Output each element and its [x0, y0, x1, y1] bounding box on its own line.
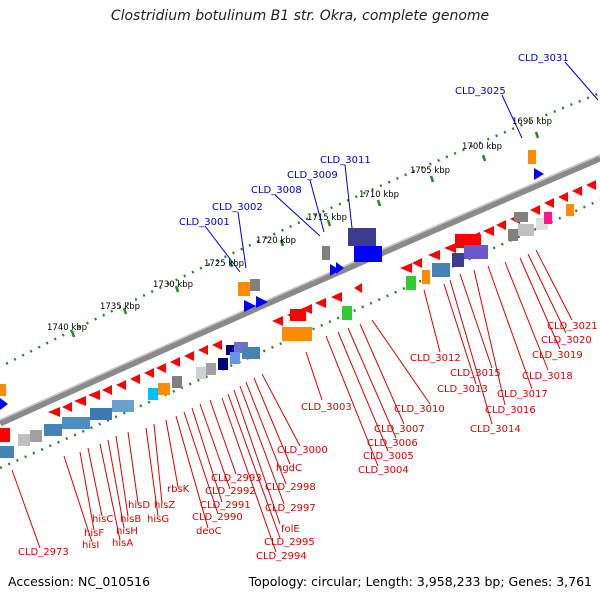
gene-label-bottom[interactable]: hisH: [116, 526, 138, 537]
gene-label-top[interactable]: CLD_3001: [179, 217, 230, 228]
gene-label-bottom[interactable]: CLD_3006: [367, 438, 418, 449]
gene-label-bottom[interactable]: CLD_3016: [485, 405, 536, 416]
gene-label-bottom[interactable]: CLD_3004: [358, 465, 409, 476]
topology-text: Topology: circular; Length: 3,958,233 bp…: [248, 574, 592, 589]
gene-label-bottom[interactable]: CLD_3021: [547, 321, 598, 332]
gene-label-bottom[interactable]: hisF: [84, 528, 104, 539]
gene-label-bottom[interactable]: CLD_3003: [301, 402, 352, 413]
gene-label-bottom[interactable]: CLD_3019: [532, 350, 583, 361]
gene-label-bottom[interactable]: CLD_3007: [374, 424, 425, 435]
genome-backbone-highlight: [0, 154, 600, 421]
gene-label-bottom[interactable]: CLD_3017: [497, 389, 548, 400]
gene-label-bottom[interactable]: CLD_3000: [277, 445, 328, 456]
scale-tick-label: 1710 kbp: [359, 190, 399, 200]
gene-label-bottom[interactable]: CLD_2998: [265, 482, 316, 493]
gene-label-top[interactable]: CLD_3025: [455, 86, 506, 97]
gene-label-bottom[interactable]: folE: [281, 524, 300, 535]
accession-text: Accession: NC_010516: [8, 574, 151, 589]
gene-label-bottom[interactable]: CLD_2991: [200, 500, 251, 511]
scale-tick-label: 1700 kbp: [462, 142, 502, 152]
gene-label-top[interactable]: CLD_3008: [251, 185, 302, 196]
gene-label-bottom[interactable]: CLD_3018: [522, 371, 573, 382]
gene-label-bottom[interactable]: CLD_2994: [256, 551, 307, 562]
gene-label-bottom[interactable]: hisB: [120, 514, 141, 525]
gene-label-bottom[interactable]: hisZ: [154, 500, 175, 511]
scale-tick-label: 1725 kbp: [204, 259, 244, 269]
gene-label-top[interactable]: CLD_3011: [320, 155, 371, 166]
gene-label-bottom[interactable]: CLD_3015: [450, 368, 501, 379]
scale-major-ticks: [70, 131, 540, 338]
gene-label-bottom[interactable]: hgdC: [276, 463, 302, 474]
gene-label-bottom[interactable]: hisI: [82, 540, 99, 551]
gene-label-bottom[interactable]: hisA: [112, 538, 133, 549]
gene-label-bottom[interactable]: CLD_2993: [211, 473, 262, 484]
gene-label-bottom[interactable]: CLD_3020: [541, 335, 592, 346]
scale-tick-label: 1705 kbp: [410, 166, 450, 176]
outer-ring-genes: [0, 150, 544, 410]
gene-label-bottom[interactable]: CLD_3005: [363, 451, 414, 462]
gene-label-top[interactable]: CLD_3009: [287, 170, 338, 181]
top-label-leaders: [204, 61, 599, 273]
bottom-label-leaders: [11, 249, 573, 553]
gene-label-bottom[interactable]: hisD: [128, 500, 150, 511]
gene-label-bottom[interactable]: CLD_2997: [265, 503, 316, 514]
forward-strand-genes: [0, 180, 596, 438]
gene-label-bottom[interactable]: CLD_2973: [18, 547, 69, 558]
scale-tick-label: 1715 kbp: [307, 213, 347, 223]
gene-label-bottom[interactable]: CLD_3010: [394, 404, 445, 415]
scale-tick-label: 1695 kbp: [512, 117, 552, 127]
gene-label-bottom[interactable]: rbsK: [167, 484, 190, 495]
scale-tick-label: 1740 kbp: [47, 323, 87, 333]
gene-label-bottom[interactable]: CLD_2992: [205, 486, 256, 497]
gene-label-bottom[interactable]: CLD_3013: [437, 384, 488, 395]
gene-label-bottom[interactable]: CLD_2995: [264, 537, 315, 548]
gene-label-bottom[interactable]: CLD_2990: [192, 512, 243, 523]
gene-label-bottom[interactable]: CLD_3012: [410, 353, 461, 364]
gene-label-top[interactable]: CLD_3031: [518, 53, 569, 64]
gene-label-bottom[interactable]: CLD_3014: [470, 424, 521, 435]
scale-tick-label: 1730 kbp: [153, 280, 193, 290]
genome-title: Clostridium botulinum B1 str. Okra, comp…: [110, 8, 490, 24]
scale-tick-label: 1720 kbp: [256, 236, 296, 246]
scale-tick-label: 1735 kbp: [100, 302, 140, 312]
gene-label-bottom[interactable]: hisC: [92, 514, 113, 525]
gene-label-bottom[interactable]: deoC: [196, 526, 222, 537]
reverse-strand-genes: [0, 204, 574, 458]
genome-backbone: [0, 154, 600, 427]
gene-label-bottom[interactable]: hisG: [147, 514, 169, 525]
gene-label-top[interactable]: CLD_3002: [212, 202, 263, 213]
